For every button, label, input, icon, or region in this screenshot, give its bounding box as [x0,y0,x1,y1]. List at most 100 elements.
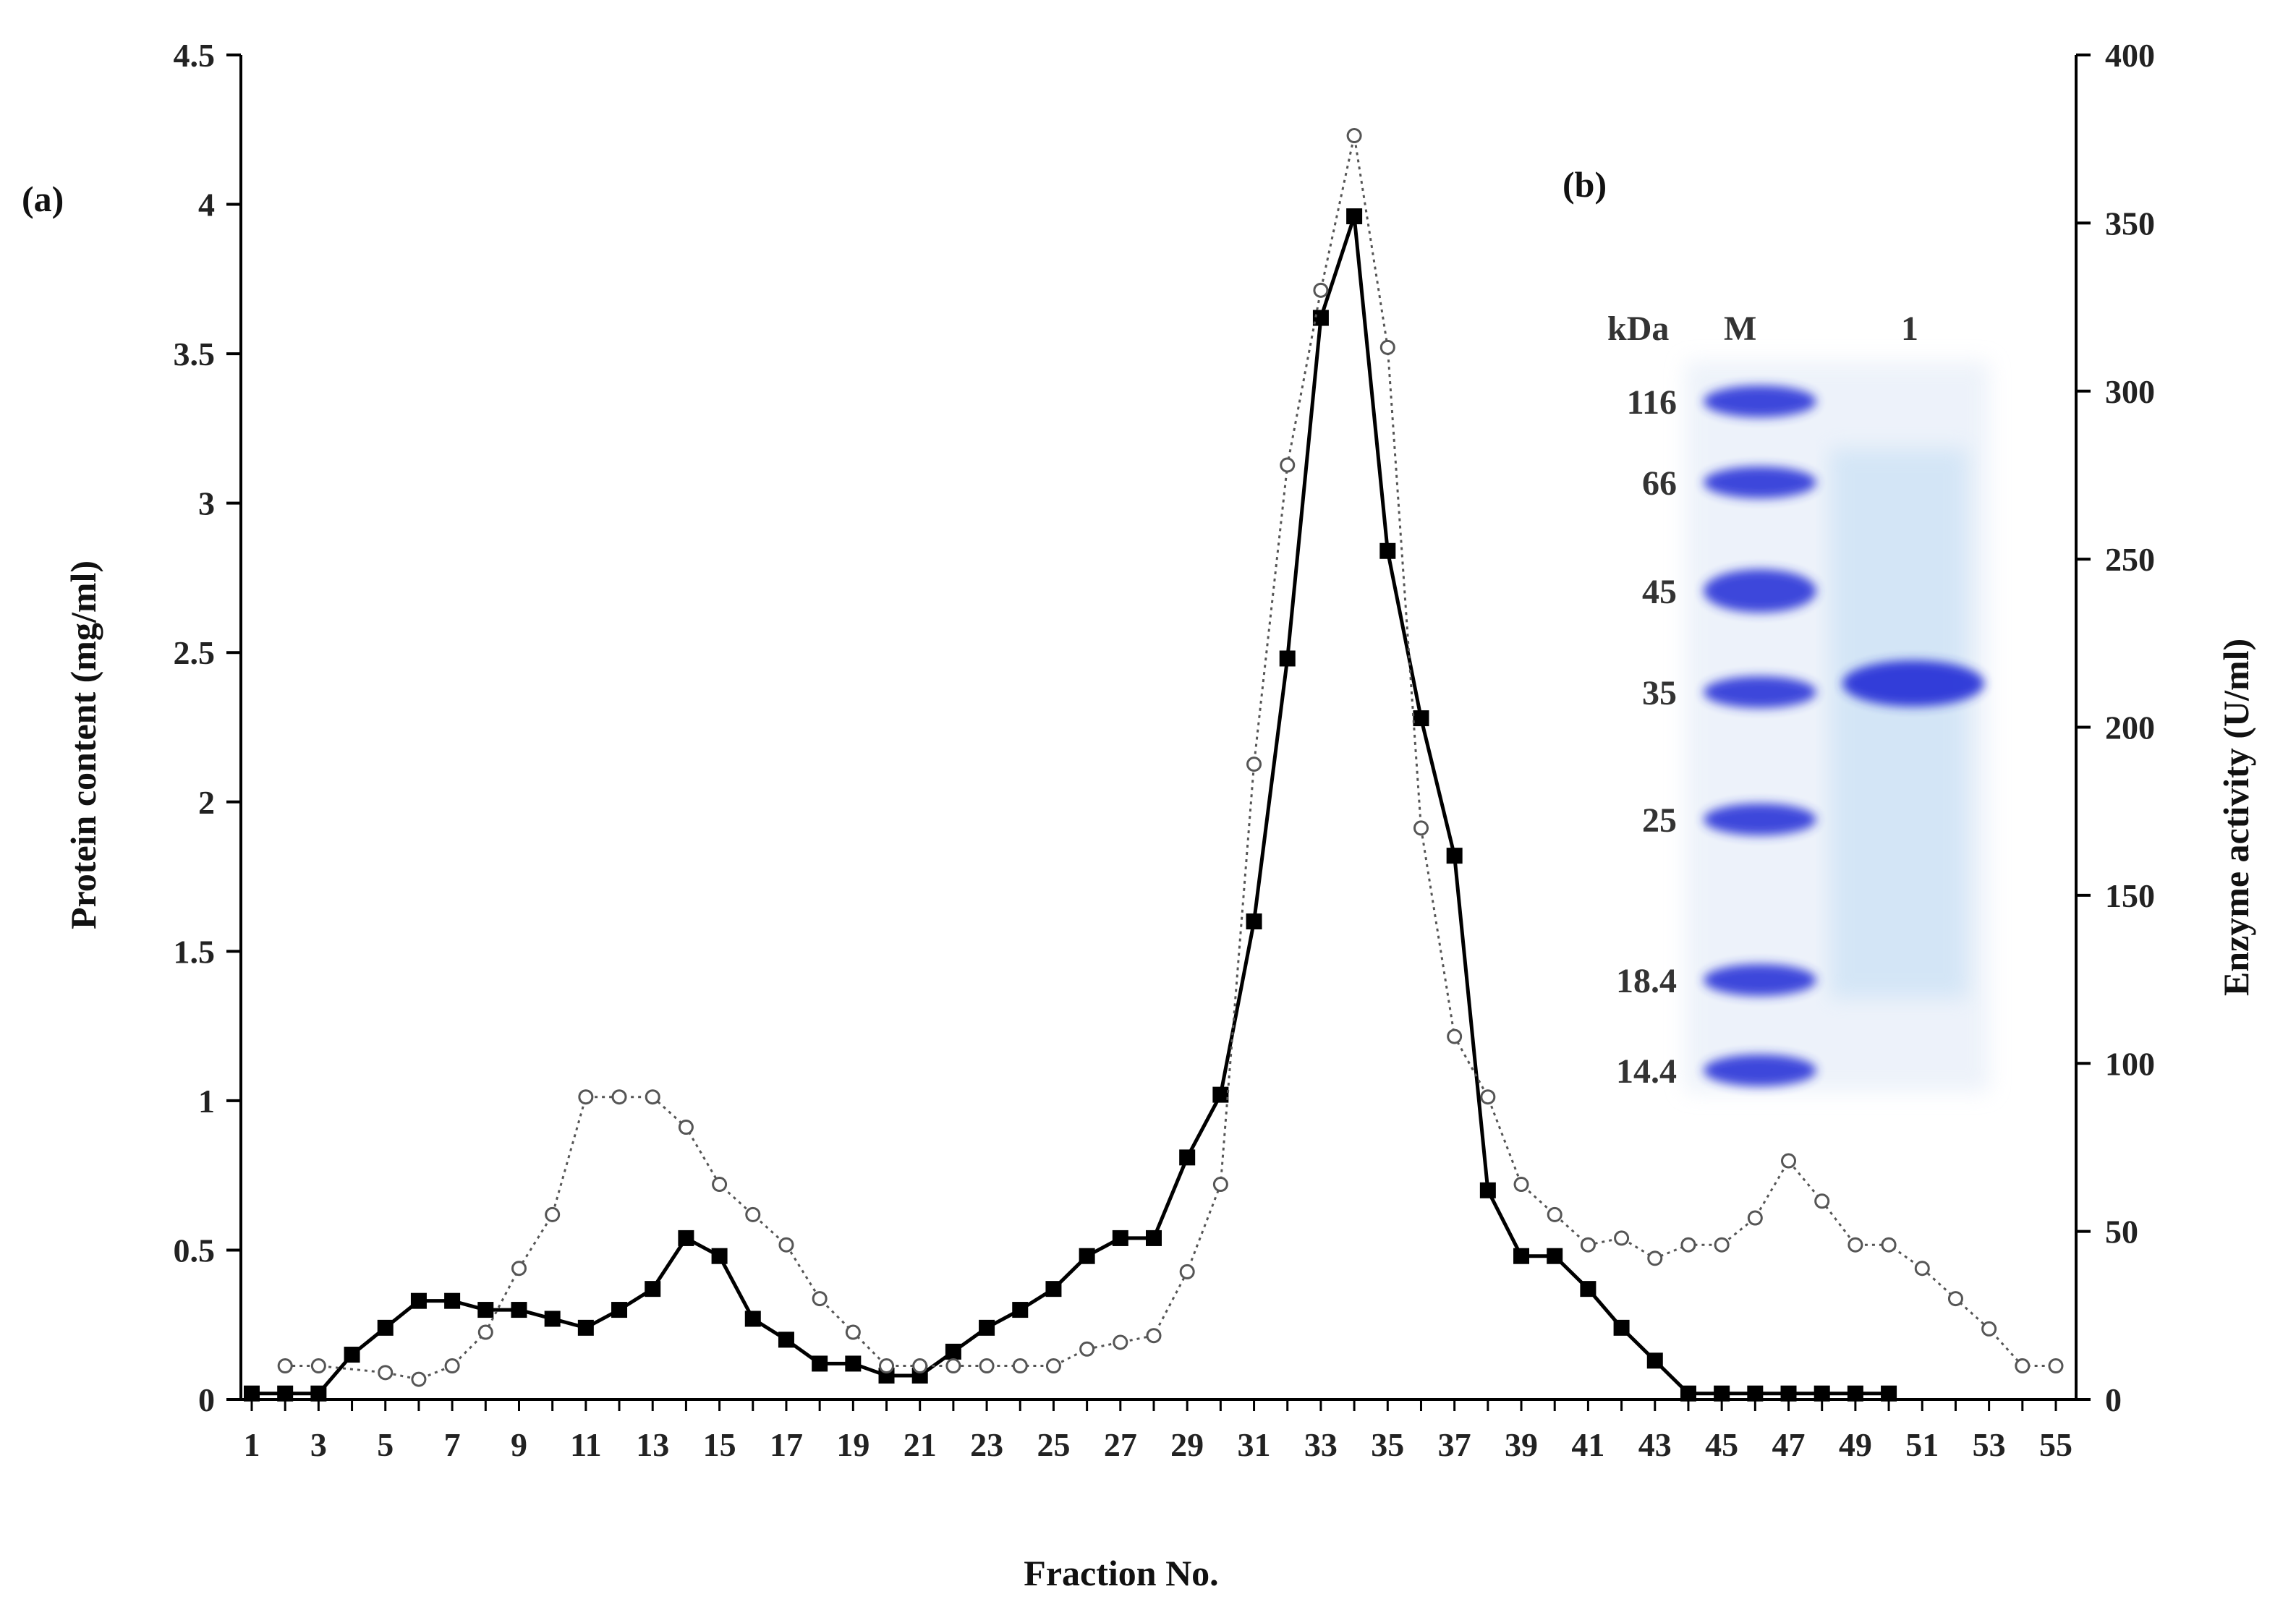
x-axis-title: Fraction No. [1024,1553,1218,1593]
activity-point [1146,1328,1162,1344]
activity-point [1914,1261,1930,1277]
activity-point [645,1089,660,1105]
activity-point [611,1089,627,1105]
protein-point [410,1292,427,1309]
activity-point [1680,1237,1696,1253]
x-tick-label: 23 [970,1426,1003,1463]
protein-point [1747,1385,1764,1402]
protein-point [678,1230,694,1246]
protein-point [1346,208,1363,225]
x-tick-label: 51 [1905,1426,1939,1463]
y-right-tick-label: 50 [2105,1214,2138,1250]
protein-point [477,1302,494,1318]
protein-point [1112,1230,1128,1246]
x-tick-label: 55 [2039,1426,2072,1463]
y-axis-left-title: Protein content (mg/ml) [63,561,103,929]
protein-point [1179,1149,1196,1166]
x-tick-label: 47 [1772,1426,1806,1463]
activity-point [845,1324,861,1340]
activity-point [1480,1089,1496,1105]
x-tick-label: 45 [1705,1426,1738,1463]
y-right-tick-label: 200 [2105,710,2155,746]
x-tick-label: 7 [444,1426,461,1463]
activity-point [477,1324,493,1340]
activity-point [411,1371,427,1387]
activity-point [378,1365,394,1381]
x-tick-label: 5 [377,1426,394,1463]
activity-point [1079,1341,1095,1357]
protein-point [845,1355,862,1372]
activity-point [1647,1250,1663,1266]
y-right-tick-label: 150 [2105,877,2155,914]
protein-point [244,1385,260,1402]
x-tick-label: 19 [836,1426,869,1463]
protein-point [577,1319,594,1336]
protein-point [1379,542,1396,559]
y-right-tick-label: 100 [2105,1045,2155,1082]
x-tick-label: 9 [511,1426,527,1463]
y-right-tick-label: 250 [2105,541,2155,578]
activity-point [778,1237,794,1253]
gel-marker-band [1704,385,1816,417]
protein-point [645,1281,661,1297]
x-tick-label: 33 [1304,1426,1338,1463]
protein-point [1413,710,1429,727]
protein-point [812,1355,828,1372]
activity-point [511,1261,527,1277]
x-tick-label: 13 [636,1426,669,1463]
gel-marker-size-label: 14.4 [1616,1052,1677,1091]
protein-point [310,1385,327,1402]
panel-a-label: (a) [22,179,64,219]
protein-point [344,1347,360,1363]
activity-point [1881,1237,1897,1253]
activity-point [678,1120,694,1135]
activity-point [1413,820,1429,836]
protein-point [277,1385,294,1402]
activity-point [1379,339,1395,355]
panel-b-label: (b) [1562,164,1607,205]
protein-point [1547,1248,1563,1264]
gel-unit-label: kDa [1607,310,1669,348]
activity-point [1947,1291,1963,1307]
protein-point [1212,1086,1229,1103]
protein-point [1580,1281,1596,1297]
protein-point [711,1248,728,1264]
protein-point [377,1319,394,1336]
activity-point [1580,1237,1596,1253]
activity-point [545,1206,561,1222]
x-tick-label: 17 [770,1426,803,1463]
gel-marker-size-label: 45 [1642,573,1677,611]
protein-point [1146,1230,1162,1246]
activity-point [1045,1358,1061,1374]
protein-point [1780,1385,1797,1402]
activity-point [1814,1193,1830,1209]
activity-point [1280,457,1296,473]
x-tick-label: 31 [1238,1426,1271,1463]
activity-point [1714,1237,1730,1253]
gel-sample-band [1842,660,1984,707]
protein-point [1079,1248,1095,1264]
protein-point [1881,1385,1897,1402]
x-tick-label: 37 [1438,1426,1471,1463]
activity-point [1179,1264,1195,1279]
x-tick-label: 11 [570,1426,601,1463]
protein-point [1847,1385,1863,1402]
x-tick-label: 35 [1371,1426,1404,1463]
x-tick-label: 49 [1839,1426,1872,1463]
activity-point [812,1291,828,1307]
protein-point [1814,1385,1830,1402]
activity-point [712,1177,728,1193]
activity-point [1781,1153,1797,1169]
gel-lane-label-marker: M [1724,310,1756,348]
y-left-tick-label: 2 [198,784,215,821]
protein-point [945,1343,961,1360]
activity-point [979,1358,995,1374]
activity-point [1513,1177,1529,1193]
protein-point [979,1319,995,1336]
y-left-tick-label: 0.5 [174,1232,216,1269]
protein-point [1613,1319,1630,1336]
activity-point [578,1089,594,1105]
gel-marker-size-label: 25 [1642,801,1677,840]
protein-point [511,1302,527,1318]
activity-point [745,1206,761,1222]
